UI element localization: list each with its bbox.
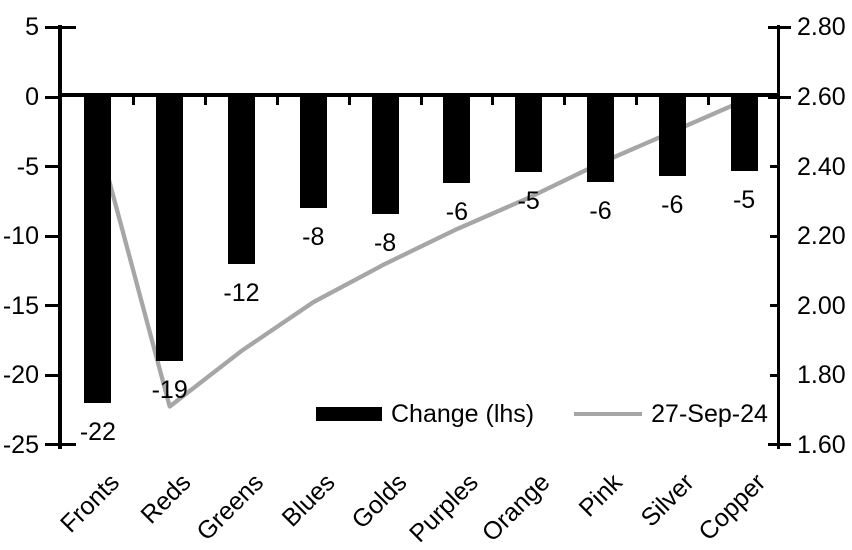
bar-purples xyxy=(443,96,471,184)
category-label-fronts: Fronts xyxy=(55,468,125,539)
bar-label-orange: -5 xyxy=(517,187,540,216)
bar-label-silver: -6 xyxy=(661,191,684,220)
bar-label-reds: -19 xyxy=(151,376,188,405)
x-axis-zero-line xyxy=(59,93,779,97)
left-axis-tick xyxy=(45,234,62,238)
category-label-copper: Copper xyxy=(693,468,772,547)
right-axis-tick xyxy=(768,443,791,447)
bar-golds xyxy=(371,96,399,214)
right-axis-tick xyxy=(770,165,780,169)
bar-greens xyxy=(228,96,255,264)
right-axis-tick xyxy=(768,25,791,29)
left-axis-tick xyxy=(45,95,62,99)
x-axis-boundary-tick xyxy=(563,96,567,105)
bar-label-greens: -12 xyxy=(223,278,260,307)
left-axis-tick xyxy=(45,443,76,447)
right-axis-tick xyxy=(770,234,780,238)
left-axis-tick-label: -15 xyxy=(2,291,39,320)
bar-label-golds: -8 xyxy=(373,228,397,257)
x-axis-boundary-tick xyxy=(275,96,279,105)
bar-fronts xyxy=(84,96,112,404)
left-axis-tick-label: -5 xyxy=(16,152,39,181)
left-axis-tick xyxy=(45,304,62,308)
x-axis-boundary-tick xyxy=(634,96,638,105)
right-axis-tick xyxy=(770,373,780,377)
category-label-golds: Golds xyxy=(346,468,413,535)
bar-pink xyxy=(587,96,614,182)
right-axis-tick-label: 2.20 xyxy=(797,222,846,251)
legend-bar-swatch xyxy=(316,407,382,421)
bar-copper xyxy=(730,96,758,171)
x-axis-boundary-tick xyxy=(347,96,351,105)
bar-label-copper: -5 xyxy=(732,185,756,214)
bar-silver xyxy=(658,96,686,177)
x-axis-boundary-tick xyxy=(132,96,136,105)
left-axis-tick-label: 5 xyxy=(25,13,39,42)
category-label-orange: Orange xyxy=(477,468,556,548)
right-axis-tick-label: 2.80 xyxy=(797,13,846,42)
bar-label-blues: -8 xyxy=(302,223,325,252)
bar-label-fronts: -22 xyxy=(79,418,116,447)
left-axis-tick-label: -20 xyxy=(2,361,39,390)
category-label-pink: Pink xyxy=(573,468,628,523)
right-axis-tick xyxy=(768,95,791,99)
x-axis-boundary-tick xyxy=(204,96,208,105)
legend-line-swatch xyxy=(574,412,643,416)
left-axis-tick xyxy=(45,373,62,377)
bar-blues xyxy=(299,96,327,209)
category-label-blues: Blues xyxy=(276,468,341,533)
left-axis-tick xyxy=(45,25,76,29)
right-axis-tick-label: 2.60 xyxy=(797,83,846,111)
left-axis-tick-label: 0 xyxy=(25,83,39,111)
left-axis-tick-label: -25 xyxy=(2,430,39,459)
right-axis-tick-label: 2.40 xyxy=(797,152,846,181)
right-axis-tick-label: 1.60 xyxy=(797,430,846,459)
x-axis-boundary-tick xyxy=(706,96,710,105)
category-label-greens: Greens xyxy=(190,468,269,547)
right-axis-tick xyxy=(770,304,780,308)
left-axis-tick-label: -10 xyxy=(2,222,39,251)
bar-label-purples: -6 xyxy=(445,198,468,227)
category-label-purples: Purples xyxy=(404,468,484,549)
left-axis-tick xyxy=(45,165,62,169)
bar-orange xyxy=(515,96,543,173)
category-label-reds: Reds xyxy=(135,468,197,530)
x-axis-boundary-tick xyxy=(491,96,495,105)
legend-line-label: 27-Sep-24 xyxy=(651,400,768,428)
right-axis-tick-label: 1.80 xyxy=(797,361,846,390)
legend: Change (lhs) 27-Sep-24 xyxy=(316,400,768,428)
bar-label-pink: -6 xyxy=(589,196,612,225)
legend-bar-label: Change (lhs) xyxy=(391,400,535,428)
category-label-silver: Silver xyxy=(635,468,700,533)
bar-reds xyxy=(156,96,184,362)
right-axis-tick-label: 2.00 xyxy=(797,291,846,320)
x-axis-boundary-tick xyxy=(419,96,423,105)
